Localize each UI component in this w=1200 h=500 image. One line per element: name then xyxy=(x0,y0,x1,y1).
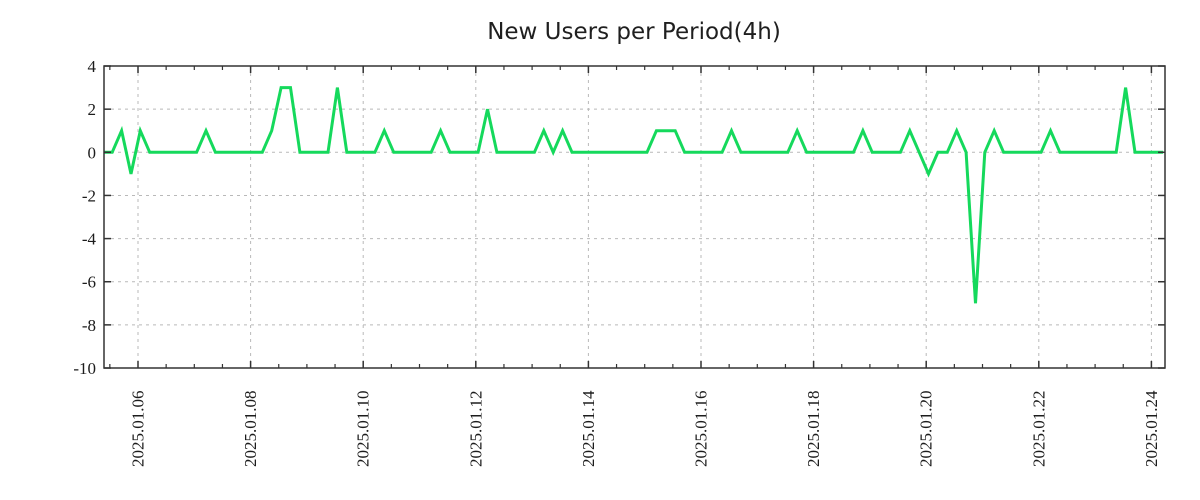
series-line xyxy=(104,86,1164,304)
y-tick-label: 4 xyxy=(88,57,97,76)
x-tick-label: 2025.01.14 xyxy=(579,390,598,467)
y-tick-label: -6 xyxy=(82,273,96,292)
series-layer xyxy=(104,86,1164,304)
axis-labels: 4 2 0 -2 -4 -6 -8 -10 2025.01.06 2025.01.08 2025.0… xyxy=(73,57,1161,467)
grid-lines xyxy=(104,65,1165,369)
y-tick-label: -8 xyxy=(82,316,96,335)
x-tick-label: 2025.01.22 xyxy=(1029,391,1048,468)
x-tick-label: 2025.01.24 xyxy=(1142,390,1161,467)
x-tick-label: 2025.01.18 xyxy=(804,391,823,468)
x-tick-label: 2025.01.06 xyxy=(129,391,148,468)
plot-border xyxy=(103,65,1166,369)
x-tick-label: 2025.01.08 xyxy=(241,391,260,468)
y-tick-label: 2 xyxy=(88,100,97,119)
y-tick-label: -10 xyxy=(73,359,96,378)
x-tick-label: 2025.01.12 xyxy=(466,391,485,468)
axes xyxy=(103,65,1166,369)
y-tick-label: -2 xyxy=(82,186,96,205)
x-tick-label: 2025.01.10 xyxy=(354,391,373,468)
x-tick-label: 2025.01.16 xyxy=(692,391,711,468)
y-tick-label: 0 xyxy=(88,143,97,162)
y-tick-label: -4 xyxy=(82,230,97,249)
chart-title: New Users per Period(4h) xyxy=(487,19,781,45)
x-tick-label: 2025.01.20 xyxy=(917,391,936,468)
